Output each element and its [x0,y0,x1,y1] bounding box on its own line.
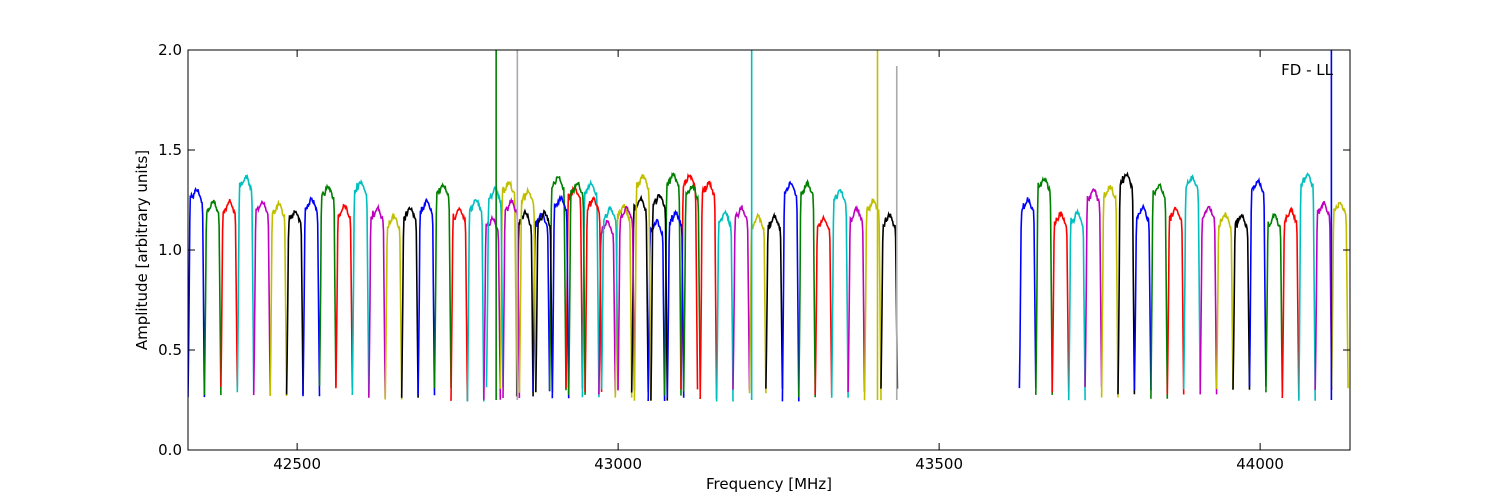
series-layer [188,50,1349,402]
channel-series-line [680,172,699,390]
channel-series-line [663,171,682,396]
channel-series-line [285,210,304,395]
channel-series-line [485,186,504,388]
channel-series-line [567,181,586,395]
tick-layer: 42500 43000 43500 44000 0.0 0.5 1.0 1.5 2.0 [158,41,1350,473]
channel-series-line [515,208,534,397]
channel-series-line [814,214,833,395]
y-tick-label: 1.0 [158,241,182,259]
channel-series-line [1248,176,1267,387]
channel-series-line [1182,174,1201,390]
channel-series-line [220,199,239,387]
y-tick-label: 1.5 [158,141,182,159]
channel-series-line [1133,203,1152,391]
channel-series-line [880,210,899,389]
channel-series-line [1265,212,1284,393]
channel-series-line [830,188,849,398]
channel-series-line [1035,176,1053,395]
channel-series-line [1018,197,1037,389]
channel-series-line [650,194,669,401]
channel-series-line [1199,205,1218,395]
channel-series-line [1281,206,1300,399]
channel-series-line [633,174,652,401]
channel-series-line [682,182,701,392]
channel-series-line [666,209,685,398]
channel-series-line [584,195,603,392]
channel-series-line [548,175,567,391]
channel-series-line [781,180,800,402]
y-tick-label: 0.5 [158,341,182,359]
channel-series-line [302,196,321,397]
channel-series-line [335,203,354,389]
channel-series-line [1051,211,1070,393]
channel-series-line [518,186,537,393]
channel-series-line [1084,188,1103,388]
channel-series-line [1166,206,1185,395]
channel-series-line [203,199,222,396]
channel-series-line [269,199,288,397]
x-tick-label: 42500 [273,455,321,473]
channel-series-line [1330,201,1349,389]
y-tick-label: 2.0 [158,41,182,59]
channel-series-line [647,218,666,402]
channel-series-line [483,214,502,400]
x-tick-label: 43000 [594,455,642,473]
channel-series-line [551,194,570,399]
channel-series-line [535,209,554,393]
x-tick-label: 44000 [1236,455,1284,473]
y-axis-label: Amplitude [arbitrary units] [133,150,151,350]
channel-series-line [466,199,485,402]
channel-series-line [798,178,816,398]
channel-series-line [600,205,619,390]
channel-series-line [699,180,718,400]
channel-series-line [630,194,649,393]
channel-series-line [188,186,206,398]
legend-label: FD - LL [1281,61,1333,79]
channel-series-line [532,211,551,392]
channel-series-line [1100,185,1119,398]
channel-series-line [236,173,255,393]
channel-series-line [847,204,866,393]
channel-series-line [1150,182,1169,399]
channel-series-line [351,179,370,396]
y-tick-label: 0.0 [158,441,182,459]
channel-series-line [1232,213,1251,390]
channel-series-line [614,204,633,398]
channel-series-line [1314,200,1333,390]
plot-background [188,50,1350,450]
channel-series-line [581,179,600,398]
channel-series-line [252,200,271,396]
x-axis-label: Frequency [MHz] [706,475,832,493]
channel-series-line [1215,212,1234,390]
channel-series-line [433,182,452,389]
x-tick-label: 43500 [915,455,963,473]
channel-series-line [400,206,419,398]
channel-series-line [1298,172,1316,401]
channel-series-line [715,209,734,402]
channel-series-line [450,206,469,401]
channel-series-line [318,183,337,387]
channel-series-line [1117,171,1136,395]
channel-series-line [417,197,436,396]
channel-series-line [598,219,617,395]
channel-series-line [499,180,518,389]
channel-series-line [732,204,751,390]
channel-series-line [368,203,386,398]
channel-series-line [765,211,784,389]
channel-series-line [384,212,403,400]
channel-series-line [617,205,636,391]
channel-series-line [1067,208,1086,401]
